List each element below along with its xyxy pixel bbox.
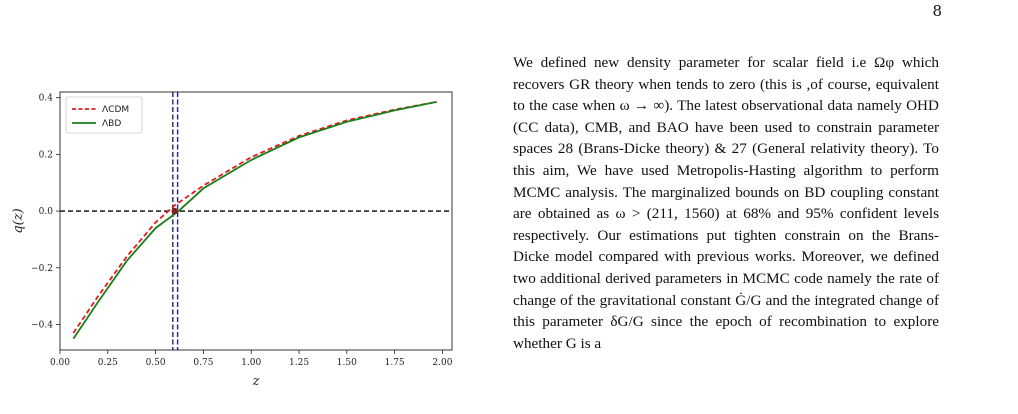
y-tick-label: −0.2 (31, 264, 53, 274)
x-tick-label: 0.00 (50, 358, 70, 368)
legend-label: ΛCDM (102, 105, 129, 115)
page-number: 8 (932, 2, 942, 20)
y-tick-label: 0.4 (39, 94, 54, 104)
body-paragraph: We defined new density parameter for sca… (513, 54, 939, 352)
y-tick-label: 0.0 (39, 207, 54, 217)
series-line-0 (72, 101, 437, 334)
x-tick-label: 0.50 (146, 358, 166, 368)
x-tick-label: 1.00 (241, 358, 261, 368)
plot-frame (59, 91, 453, 351)
q-z-chart: 0.00 0.25 0.50 0.75 1.00 1.25 1.50 1.75 2.00 −0.4… (11, 91, 453, 389)
x-tick-label: 0.25 (98, 358, 118, 368)
x-tick-label: 2.00 (432, 358, 452, 368)
x-tick-label: 1.75 (385, 358, 405, 368)
y-axis-label: q(z) (11, 208, 26, 233)
q-z-figure: 0.00 0.25 0.50 0.75 1.00 1.25 1.50 1.75 2.00 −0.4… (0, 0, 460, 414)
x-tick-label: 1.50 (337, 358, 357, 368)
x-tick-label: 0.75 (193, 358, 213, 368)
y-tick-label: 0.2 (39, 150, 53, 160)
legend-label: ΛBD (102, 119, 121, 129)
transition-point-marker (171, 207, 178, 215)
x-axis-label: z (252, 374, 260, 389)
series-line-1 (72, 101, 437, 340)
y-tick-label: −0.4 (31, 320, 53, 330)
x-tick-label: 1.25 (289, 358, 309, 368)
legend-box (65, 96, 143, 134)
body-text: We defined new density parameter for sca… (513, 52, 939, 354)
